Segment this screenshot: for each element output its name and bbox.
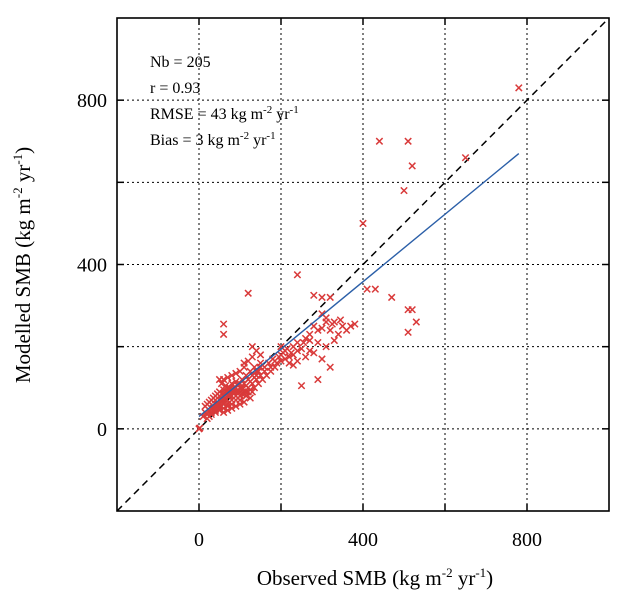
data-point (215, 375, 224, 384)
data-point (271, 357, 279, 365)
data-point (318, 324, 326, 332)
x-tick-labels: 0 400 800 (194, 529, 542, 551)
data-point (244, 289, 252, 297)
data-point (236, 367, 244, 376)
regression-line (198, 153, 520, 418)
data-point (297, 381, 306, 390)
annotation-r: r = 0.93 (150, 80, 200, 97)
data-point (412, 318, 421, 326)
data-point (293, 347, 302, 355)
data-point (359, 219, 367, 228)
data-point (223, 402, 232, 410)
data-point (461, 153, 470, 162)
data-point (297, 344, 306, 353)
data-point (267, 363, 275, 371)
data-point (196, 424, 204, 432)
data-point (375, 137, 384, 145)
data-point (301, 353, 310, 361)
data-point (219, 320, 228, 328)
x-tick-label: 0 (194, 529, 204, 551)
data-point (371, 285, 380, 293)
y-tick-labels: 0 400 800 (77, 90, 107, 441)
data-point (314, 326, 322, 334)
plot-frame (116, 17, 610, 512)
grid-lines (117, 18, 609, 511)
data-point (228, 400, 236, 408)
data-point (246, 386, 254, 394)
data-point (408, 305, 416, 314)
data-point (310, 349, 318, 357)
data-point (334, 330, 343, 339)
data-points (195, 84, 523, 433)
data-point (285, 359, 293, 367)
data-point (318, 355, 326, 363)
data-point (232, 402, 240, 410)
data-point (328, 320, 336, 328)
data-point (330, 336, 339, 345)
data-point (351, 320, 359, 328)
data-point (318, 293, 326, 302)
data-point (232, 369, 240, 378)
annotation-block: Nb = 205 r = 0.93 RMSE = 43 kg m-2 yr-1 … (150, 54, 299, 149)
data-point (363, 285, 371, 293)
data-point (305, 336, 314, 345)
data-point (217, 379, 226, 388)
data-point (326, 293, 334, 302)
annotation-rmse: RMSE = 43 kg m-2 yr-1 (150, 104, 299, 123)
data-point (277, 357, 285, 365)
x-tick-label: 400 (348, 529, 378, 551)
data-point (226, 390, 234, 398)
data-point (223, 373, 232, 382)
data-point (234, 386, 242, 394)
data-point (285, 353, 293, 361)
data-point (211, 406, 220, 415)
data-point (314, 338, 322, 347)
data-point (238, 375, 246, 384)
data-point (228, 371, 236, 380)
data-point (387, 293, 396, 302)
data-point (293, 357, 302, 365)
one-to-one-line (116, 17, 610, 512)
x-tick-label: 800 (512, 529, 542, 551)
data-point (305, 330, 314, 339)
data-point (293, 271, 302, 279)
data-point (219, 390, 228, 398)
x-axis-label: Observed SMB (kg m-2 yr-1) (257, 565, 493, 590)
data-point (244, 357, 252, 365)
data-point (400, 186, 408, 195)
data-point (248, 379, 257, 388)
data-point (408, 162, 416, 170)
data-point (299, 338, 308, 347)
data-point (342, 326, 351, 334)
y-axis-label: Modelled SMB (kg m-2 yr-1) (10, 147, 35, 383)
data-point (404, 137, 412, 145)
y-tick-label: 800 (77, 90, 107, 112)
data-point (404, 328, 412, 337)
one-to-one-line-path (116, 17, 610, 512)
data-point (314, 375, 322, 384)
data-point (246, 394, 254, 402)
data-point (256, 351, 265, 359)
y-tick-label: 400 (77, 255, 107, 277)
data-point (242, 388, 250, 396)
annotation-bias: Bias = 3 kg m-2 yr-1 (150, 130, 276, 149)
data-point (326, 326, 334, 334)
data-point (310, 291, 318, 300)
data-point (215, 404, 224, 413)
tick-marks (117, 18, 609, 511)
data-point (305, 347, 314, 355)
data-point (326, 363, 334, 371)
regression-line-path (198, 153, 520, 418)
data-point (322, 318, 330, 326)
data-point (219, 330, 228, 339)
annotation-nb: Nb = 205 (150, 54, 211, 71)
data-point (322, 342, 330, 351)
data-point (515, 84, 523, 92)
data-point (209, 402, 218, 410)
y-tick-label: 0 (97, 419, 107, 441)
data-point (336, 316, 345, 324)
data-point (240, 398, 248, 406)
data-point (217, 396, 226, 404)
